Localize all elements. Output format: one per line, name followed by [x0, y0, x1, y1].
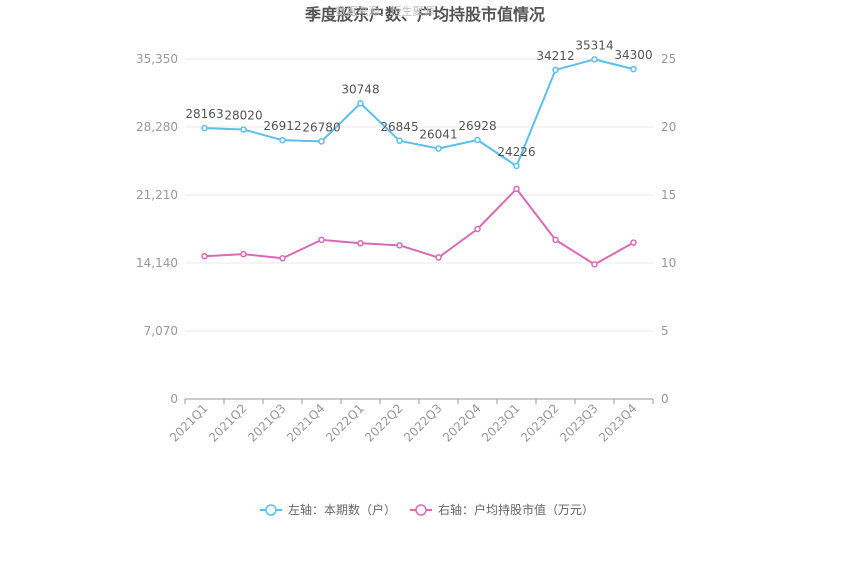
right-tick-label: 0 — [661, 392, 669, 406]
data-point — [552, 236, 559, 244]
x-tick-label: 2022Q3 — [401, 401, 445, 445]
right-tick-label: 10 — [661, 256, 676, 270]
series-line — [204, 187, 634, 266]
x-tick-label: 2023Q4 — [596, 401, 640, 445]
data-point — [396, 242, 403, 249]
data-point — [435, 145, 442, 152]
x-tick-label: 2023Q3 — [557, 401, 601, 445]
watermark: 数据来源：恒生聚源 — [336, 4, 435, 18]
series-line — [204, 58, 634, 167]
right-tick-label: 20 — [661, 120, 676, 134]
chart-title: 季度股东户数、户均持股市值情况 — [304, 5, 545, 24]
legend-label: 左轴：本期数（户） — [288, 502, 396, 517]
data-point — [474, 136, 481, 144]
data-point — [318, 138, 325, 145]
data-point — [357, 100, 364, 107]
x-tick-label: 2022Q2 — [362, 401, 406, 445]
x-tick-label: 2022Q1 — [323, 401, 367, 445]
data-point — [357, 240, 364, 247]
gridlines — [185, 58, 653, 332]
data-label: 26928 — [458, 119, 496, 133]
data-point — [552, 66, 559, 74]
data-point — [240, 250, 247, 258]
data-point — [630, 239, 637, 246]
left-tick-label: 21,210 — [136, 188, 178, 202]
data-label: 28163 — [185, 107, 223, 121]
legend-marker — [265, 504, 277, 516]
legend-marker — [415, 504, 427, 516]
legend-item[interactable]: 左轴：本期数（户） — [260, 502, 396, 517]
data-label: 35314 — [575, 38, 613, 52]
x-tick-label: 2021Q4 — [284, 401, 328, 445]
data-point — [513, 162, 520, 170]
series-2 — [201, 185, 637, 268]
x-tick-label: 2023Q2 — [518, 401, 562, 445]
data-point — [630, 65, 637, 73]
data-label: 28020 — [224, 109, 262, 123]
data-label: 34300 — [614, 48, 652, 62]
data-label: 24226 — [497, 145, 535, 159]
data-point — [435, 254, 442, 261]
data-point — [591, 56, 598, 63]
right-tick-label: 15 — [661, 188, 676, 202]
data-label: 26912 — [263, 119, 301, 133]
data-point — [513, 185, 520, 193]
data-point — [201, 252, 208, 260]
data-point — [240, 126, 247, 133]
data-label: 26780 — [302, 120, 340, 134]
x-tick-label: 2021Q1 — [167, 401, 211, 445]
legend[interactable]: 左轴：本期数（户） 右轴：户均持股市值（万元） — [260, 502, 594, 517]
data-point — [279, 254, 286, 262]
legend-item[interactable]: 右轴：户均持股市值（万元） — [410, 502, 594, 517]
data-point — [279, 136, 286, 144]
data-label: 34212 — [536, 49, 574, 63]
left-tick-label: 7,070 — [144, 324, 178, 338]
data-point — [396, 137, 403, 145]
data-label: 26845 — [380, 120, 418, 134]
x-tick-label: 2021Q3 — [245, 401, 289, 445]
data-point — [591, 261, 598, 268]
data-point — [318, 236, 325, 244]
data-point — [474, 225, 481, 233]
left-tick-label: 0 — [170, 392, 178, 406]
x-tick-label: 2021Q2 — [206, 401, 250, 445]
left-tick-label: 28,280 — [136, 120, 178, 134]
legend-label: 右轴：户均持股市值（万元） — [438, 502, 594, 517]
data-label: 26041 — [419, 128, 457, 142]
right-tick-label: 5 — [661, 324, 669, 338]
x-tick-label: 2023Q1 — [479, 401, 523, 445]
right-tick-label: 25 — [661, 52, 676, 66]
left-tick-label: 14,140 — [136, 256, 178, 270]
x-tick-label: 2022Q4 — [440, 401, 484, 445]
data-label: 30748 — [341, 82, 379, 96]
left-tick-label: 35,350 — [136, 52, 178, 66]
data-point — [201, 124, 208, 132]
